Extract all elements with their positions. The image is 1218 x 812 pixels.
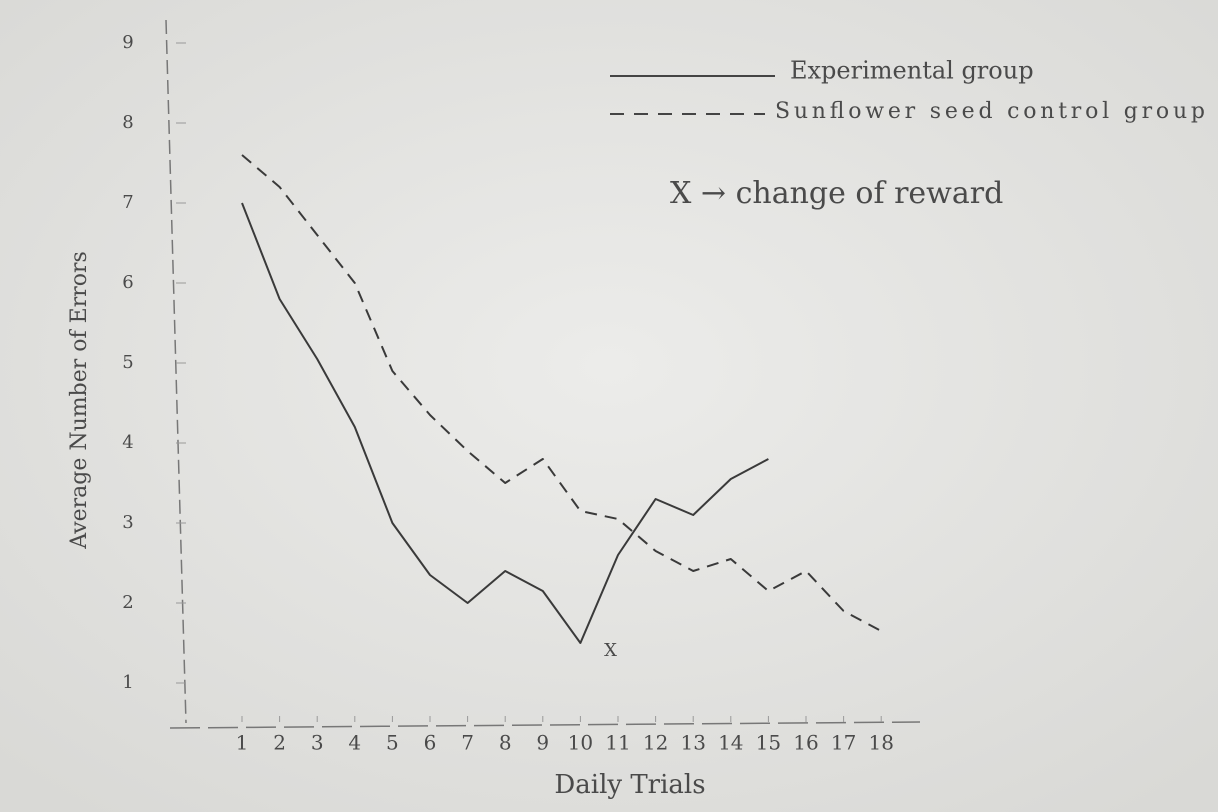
x-tick-label: 17 bbox=[831, 731, 856, 755]
y-tick-label: 5 bbox=[122, 352, 133, 373]
x-tick-label: 4 bbox=[348, 731, 361, 755]
x-tick-label: 3 bbox=[311, 731, 324, 755]
x-tick-label: 10 bbox=[568, 731, 593, 755]
y-axis-label: Average Number of Errors bbox=[67, 251, 92, 550]
y-tick-label: 8 bbox=[122, 112, 133, 133]
x-tick-label: 16 bbox=[793, 731, 818, 755]
x-axis-label: Daily Trials bbox=[554, 770, 705, 800]
x-tick-label: 12 bbox=[643, 731, 668, 755]
x-tick-label: 6 bbox=[424, 731, 437, 755]
x-tick-label: 1 bbox=[236, 731, 249, 755]
x-tick-label: 9 bbox=[536, 731, 549, 755]
legend-note: X → change of reward bbox=[670, 176, 1003, 211]
y-tick-label: 1 bbox=[122, 672, 133, 693]
y-tick-label: 3 bbox=[122, 512, 133, 533]
x-tick-label: 18 bbox=[868, 731, 893, 755]
x-tick-label: 11 bbox=[605, 731, 630, 755]
y-tick-label: 6 bbox=[122, 272, 133, 293]
x-tick-label: 7 bbox=[461, 731, 474, 755]
chart: Average Number of Errors Daily Trials Ex… bbox=[0, 0, 1218, 812]
x-tick-label: 5 bbox=[386, 731, 399, 755]
annotation: X bbox=[604, 640, 617, 661]
x-tick-label: 14 bbox=[718, 731, 743, 755]
y-tick-label: 2 bbox=[122, 592, 133, 613]
y-tick-label: 9 bbox=[122, 32, 133, 53]
x-tick-label: 15 bbox=[756, 731, 781, 755]
y-tick-label: 7 bbox=[122, 192, 133, 213]
x-tick-label: 2 bbox=[273, 731, 286, 755]
legend-label: Experimental group bbox=[790, 57, 1034, 85]
x-tick-label: 13 bbox=[680, 731, 705, 755]
y-tick-label: 4 bbox=[122, 432, 133, 453]
x-tick-label: 8 bbox=[499, 731, 512, 755]
